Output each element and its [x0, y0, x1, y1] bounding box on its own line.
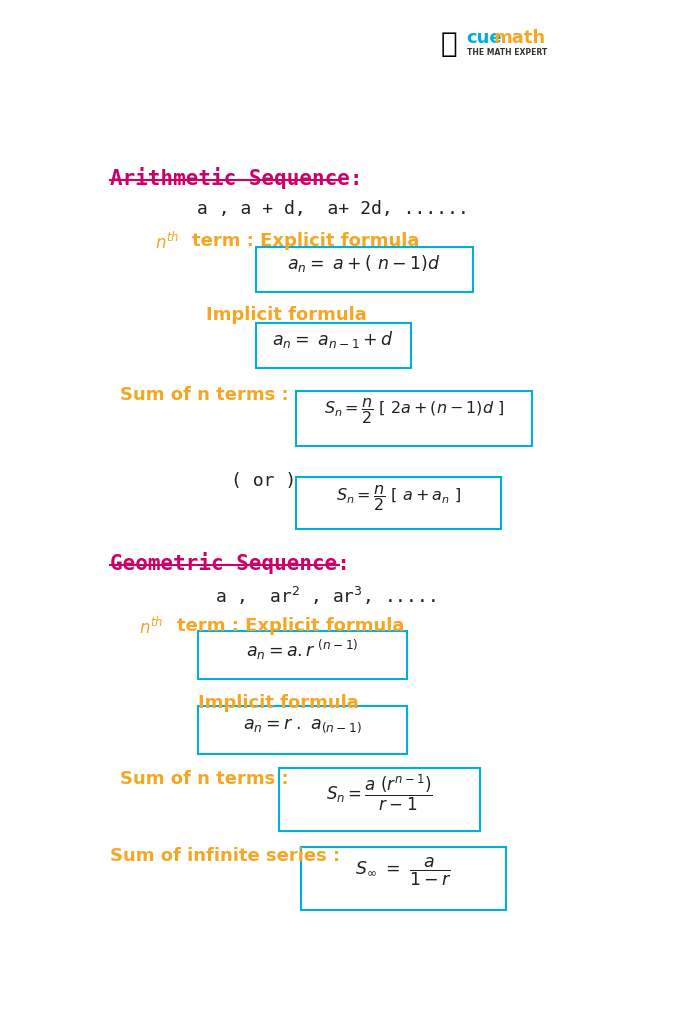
- Text: $S_n = \dfrac{n}{2}\ [\ 2a + (n-1)d\ ]$: $S_n = \dfrac{n}{2}\ [\ 2a + (n-1)d\ ]$: [324, 396, 505, 426]
- Text: $S_n = \dfrac{a\ (r^{n-1})}{r - 1}$: $S_n = \dfrac{a\ (r^{n-1})}{r - 1}$: [326, 773, 433, 813]
- Text: $a_n =\ a_{n-1} + d$: $a_n =\ a_{n-1} + d$: [272, 329, 394, 350]
- FancyBboxPatch shape: [197, 706, 407, 754]
- Text: term : Explicit formula: term : Explicit formula: [192, 233, 419, 250]
- Text: $S_n = \dfrac{n}{2}\ [\ a + a_n\ ]$: $S_n = \dfrac{n}{2}\ [\ a + a_n\ ]$: [336, 483, 462, 512]
- Text: Implicit formula: Implicit formula: [206, 306, 367, 324]
- FancyBboxPatch shape: [255, 247, 473, 292]
- Text: $a_n = r\ .\ a_{(n-1)}$: $a_n = r\ .\ a_{(n-1)}$: [242, 716, 362, 735]
- Text: a , a + d,  a+ 2d, ......: a , a + d, a+ 2d, ......: [197, 200, 469, 218]
- Text: $a_n = a.r^{\ (n-1)}$: $a_n = a.r^{\ (n-1)}$: [246, 638, 358, 663]
- Text: 🚀: 🚀: [441, 30, 457, 59]
- Text: Sum of n terms :: Sum of n terms :: [120, 770, 289, 787]
- Text: Arithmetic Sequence:: Arithmetic Sequence:: [110, 168, 362, 189]
- FancyBboxPatch shape: [296, 476, 501, 529]
- Text: Sum of n terms :: Sum of n terms :: [120, 386, 289, 404]
- Text: Geometric Sequence:: Geometric Sequence:: [110, 553, 350, 574]
- Text: $n^{th}$: $n^{th}$: [155, 233, 179, 253]
- FancyBboxPatch shape: [296, 391, 533, 447]
- FancyBboxPatch shape: [197, 631, 407, 679]
- Text: $S_\infty\ =\ \dfrac{a}{1 - r}$: $S_\infty\ =\ \dfrac{a}{1 - r}$: [355, 856, 452, 888]
- Text: a ,  ar$^2$ , ar$^3$, .....: a , ar$^2$ , ar$^3$, .....: [215, 584, 436, 607]
- FancyBboxPatch shape: [279, 768, 480, 831]
- Text: $a_n =\ a + (\ n - 1)d$: $a_n =\ a + (\ n - 1)d$: [287, 253, 441, 274]
- Text: $n^{th}$: $n^{th}$: [140, 617, 164, 638]
- Text: term : Explicit formula: term : Explicit formula: [176, 617, 404, 635]
- Text: cue: cue: [466, 29, 502, 47]
- Text: Sum of infinite series :: Sum of infinite series :: [110, 847, 340, 864]
- FancyBboxPatch shape: [255, 323, 411, 367]
- Text: math: math: [493, 29, 545, 47]
- Text: Implicit formula: Implicit formula: [198, 694, 360, 712]
- FancyBboxPatch shape: [300, 847, 506, 910]
- Text: ( or ): ( or ): [231, 471, 296, 490]
- Text: THE MATH EXPERT: THE MATH EXPERT: [467, 48, 548, 57]
